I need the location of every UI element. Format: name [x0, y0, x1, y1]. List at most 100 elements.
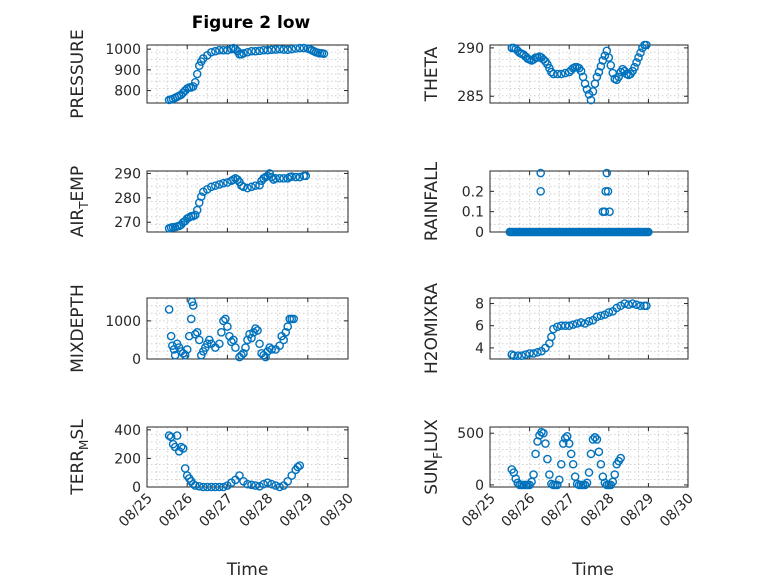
data-point — [596, 61, 606, 71]
data-point — [279, 335, 288, 345]
data-point — [592, 312, 602, 322]
data-point — [606, 61, 616, 70]
data-point — [255, 46, 264, 56]
data-point — [529, 470, 538, 479]
y-tick-label: 4 — [475, 341, 484, 357]
data-point — [547, 67, 556, 77]
data-point — [251, 46, 260, 56]
data-point — [299, 43, 309, 53]
data-point — [642, 40, 651, 50]
data-point — [543, 454, 552, 464]
data-point — [192, 328, 202, 337]
data-series — [507, 40, 651, 105]
data-point — [247, 333, 256, 343]
y-tick-label: 0.1 — [462, 205, 484, 221]
data-point — [263, 478, 272, 488]
data-point — [605, 207, 614, 216]
data-point — [582, 478, 592, 488]
y-tick-label: 8 — [475, 297, 484, 313]
data-point — [553, 69, 562, 79]
data-point — [219, 45, 228, 55]
data-series — [164, 43, 329, 105]
data-point — [164, 431, 174, 440]
data-point — [610, 470, 620, 479]
y-tick-label: 0.2 — [462, 184, 484, 200]
data-point — [636, 301, 645, 311]
data-point — [261, 352, 270, 362]
data-point — [628, 299, 637, 308]
subplot-rainfall: 0 0.1 0.2 RAINFALL — [422, 161, 689, 241]
data-point — [636, 48, 645, 58]
y-tick-label: 1000 — [105, 314, 141, 330]
data-point — [194, 61, 204, 71]
data-point — [186, 314, 196, 324]
data-point — [271, 45, 280, 54]
data-point — [271, 481, 280, 490]
data-point — [275, 341, 284, 350]
data-point — [231, 44, 240, 54]
data-point — [614, 72, 624, 82]
data-point — [293, 462, 303, 472]
data-point — [291, 44, 301, 53]
data-point — [275, 174, 284, 183]
subplot-h2omixra: 4 6 8 H2OMIXRA — [422, 283, 689, 374]
y-tick-label: 290 — [114, 166, 141, 182]
data-point — [632, 300, 641, 309]
data-point — [590, 433, 600, 442]
data-point — [556, 459, 566, 469]
data-point — [221, 314, 230, 324]
data-point — [176, 442, 186, 452]
data-series — [164, 297, 299, 362]
data-point — [596, 311, 606, 321]
subplot-air-temp: 270 280 290 AIRTEMP — [68, 166, 349, 237]
data-point — [219, 316, 228, 326]
data-point — [525, 349, 534, 358]
data-point — [231, 343, 240, 352]
data-point — [192, 69, 202, 79]
y-axis-label-main: SUN — [422, 459, 442, 495]
data-series — [164, 431, 305, 492]
y-axis-label-rest: LUX — [422, 419, 442, 452]
data-point — [219, 482, 228, 492]
y-tick-label: 0 — [475, 225, 484, 241]
data-point — [172, 431, 182, 440]
data-point — [592, 435, 602, 444]
data-point — [556, 321, 566, 331]
data-point — [580, 79, 590, 88]
y-tick-label: 280 — [114, 191, 141, 207]
data-point — [243, 47, 252, 57]
data-point — [588, 87, 598, 96]
data-point — [549, 69, 558, 79]
data-point — [509, 351, 519, 360]
data-point — [529, 349, 538, 358]
data-point — [553, 480, 562, 490]
data-point — [564, 439, 574, 448]
data-point — [568, 459, 578, 469]
data-point — [239, 348, 248, 358]
data-point — [566, 449, 576, 459]
data-point — [541, 439, 550, 448]
data-point — [644, 227, 653, 237]
data-point — [533, 348, 542, 357]
data-point — [513, 351, 523, 360]
y-tick-label: 900 — [114, 63, 141, 79]
y-tick-label: 400 — [114, 423, 141, 439]
data-point — [190, 77, 200, 87]
data-point — [263, 45, 272, 55]
data-point — [555, 475, 564, 485]
data-point — [259, 45, 268, 55]
data-point — [207, 47, 216, 57]
data-point — [594, 67, 604, 77]
x-axis-label: Time — [226, 560, 269, 580]
data-point — [517, 351, 526, 360]
y-tick-label: 6 — [475, 319, 484, 335]
y-axis-label: MIXDEPTH — [68, 284, 88, 373]
data-point — [588, 435, 598, 444]
y-axis-label-sub: M — [77, 440, 91, 450]
data-point — [215, 482, 224, 492]
y-axis-label: PRESSURE — [68, 29, 88, 118]
data-series — [507, 299, 651, 360]
y-axis-label: THETA — [422, 46, 442, 102]
data-point — [219, 178, 228, 188]
